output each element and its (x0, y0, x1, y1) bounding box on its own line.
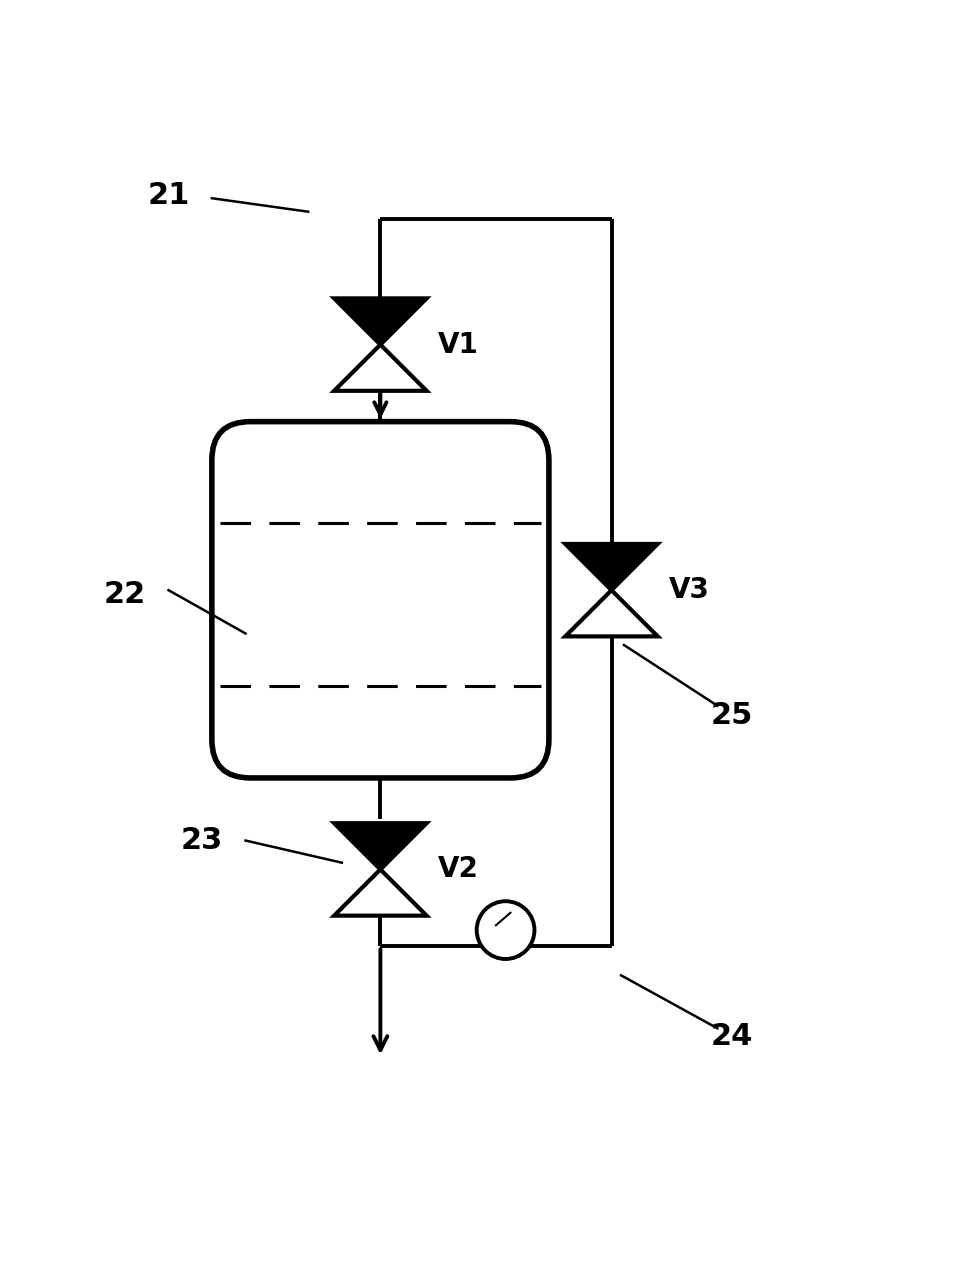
Text: 21: 21 (147, 181, 190, 210)
Text: V2: V2 (438, 855, 479, 883)
Text: V3: V3 (669, 576, 710, 604)
Polygon shape (334, 824, 427, 869)
Text: 24: 24 (711, 1021, 753, 1050)
Polygon shape (565, 544, 658, 590)
Text: 25: 25 (711, 701, 753, 730)
Polygon shape (334, 345, 427, 390)
Circle shape (477, 901, 534, 959)
Polygon shape (334, 298, 427, 345)
Polygon shape (334, 869, 427, 916)
FancyBboxPatch shape (212, 422, 549, 778)
Text: 22: 22 (104, 580, 146, 609)
Text: V1: V1 (438, 331, 479, 359)
Text: 23: 23 (181, 826, 223, 855)
Polygon shape (565, 590, 658, 636)
